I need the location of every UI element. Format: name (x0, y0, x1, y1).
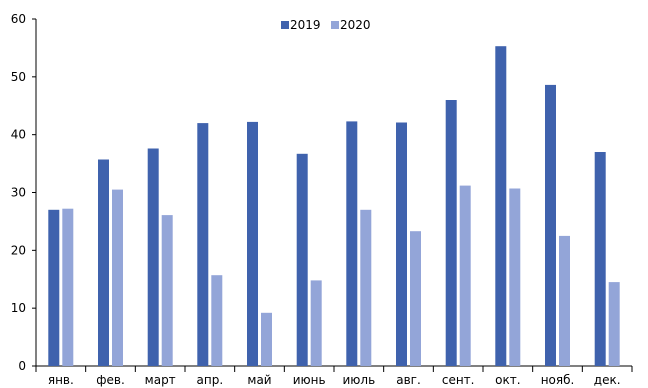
bar-2020 (161, 215, 173, 366)
y-axis-ticks: 0 10 20 30 40 50 60 (11, 12, 36, 373)
x-tick-label: нояб. (541, 373, 575, 387)
x-axis-ticks: янв. фев. март апр. май июнь июль авг. сент. окт.… (35, 366, 633, 387)
x-tick-label: июнь (293, 373, 326, 387)
x-tick-label: янв. (48, 373, 74, 387)
bars (48, 46, 620, 367)
y-tick-label: 10 (11, 301, 26, 315)
x-tick-label: июль (343, 373, 376, 387)
bar-2020 (310, 280, 322, 366)
legend-label-2020: 2020 (340, 18, 371, 32)
x-tick-label: фев. (96, 373, 125, 387)
x-tick-label: март (145, 373, 176, 387)
x-tick-label: апр. (197, 373, 224, 387)
bar-2020 (559, 235, 570, 366)
x-tick-label: окт. (495, 373, 520, 387)
y-tick-label: 40 (11, 128, 26, 142)
bar-2020 (62, 208, 74, 366)
bar-2020 (509, 188, 521, 366)
y-tick-label: 50 (11, 70, 26, 84)
x-tick-label: май (247, 373, 271, 387)
legend-swatch-2020 (331, 21, 339, 29)
bar-2020 (261, 312, 272, 366)
bar-2019 (445, 100, 457, 366)
legend-label-2019: 2019 (290, 18, 321, 32)
bar-2019 (296, 153, 308, 366)
bar-2020 (211, 275, 223, 366)
bar-2020 (360, 209, 372, 366)
bar-2020 (410, 231, 421, 366)
bar-2019 (48, 209, 60, 366)
axes (35, 19, 632, 367)
legend-swatch-2019 (281, 21, 289, 29)
x-tick-label: дек. (594, 373, 621, 387)
bar-2020 (459, 185, 471, 366)
bar-2019 (197, 123, 209, 366)
x-tick-label: сент. (442, 373, 475, 387)
y-tick-label: 30 (11, 186, 26, 200)
bar-2019 (147, 148, 159, 366)
bar-2019 (247, 121, 258, 367)
bar-2020 (112, 189, 123, 366)
bar-2019 (346, 121, 358, 367)
bar-2020 (608, 282, 620, 366)
y-tick-label: 60 (11, 12, 26, 26)
bar-2019 (495, 46, 507, 366)
legend: 2019 2020 (281, 18, 371, 32)
bar-2019 (396, 122, 407, 366)
bar-2019 (594, 152, 606, 366)
y-tick-label: 0 (18, 359, 26, 373)
bar-2019 (98, 159, 109, 366)
bar-2019 (545, 84, 556, 367)
x-tick-label: авг. (396, 373, 421, 387)
y-tick-label: 20 (11, 243, 26, 257)
